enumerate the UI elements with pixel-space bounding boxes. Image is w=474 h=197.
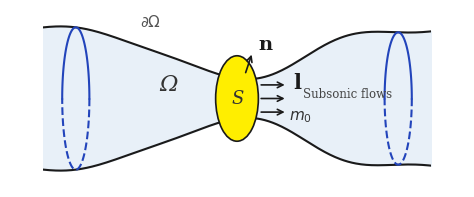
Text: l: l: [293, 73, 301, 93]
Text: $\partial\Omega$: $\partial\Omega$: [140, 14, 161, 30]
Text: Subsonic flows: Subsonic flows: [303, 88, 392, 101]
Text: $m_0$: $m_0$: [290, 109, 312, 125]
Text: Ω: Ω: [159, 74, 178, 96]
Text: n: n: [258, 36, 273, 54]
Ellipse shape: [216, 56, 258, 141]
Text: S: S: [231, 90, 244, 108]
